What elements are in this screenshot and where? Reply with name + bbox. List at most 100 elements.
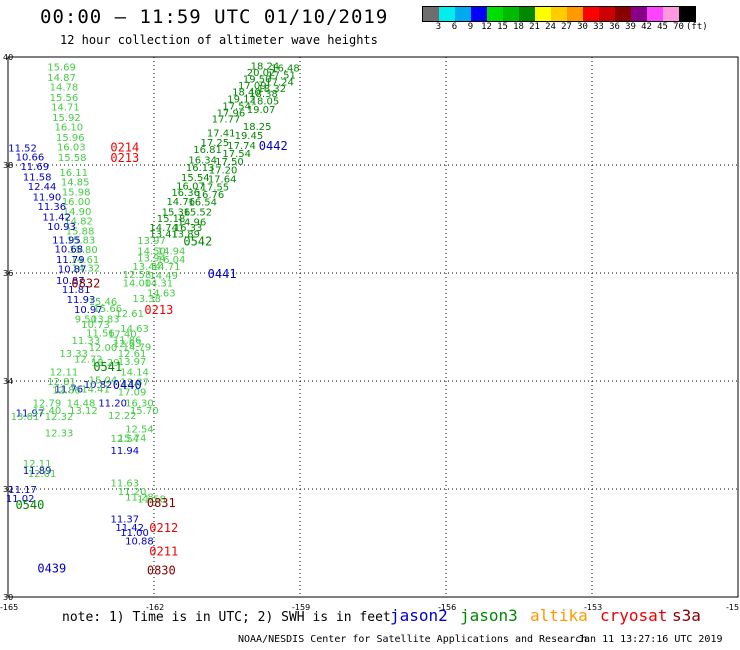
wave-height-label: 16.34 (188, 156, 217, 167)
wave-height-label: 15.46 (89, 297, 118, 308)
wave-height-label: 14.48 (67, 399, 96, 410)
swh-color-scale (422, 6, 696, 22)
generated-timestamp: Jan 11 13:27:16 UTC 2019 (578, 634, 723, 645)
swh-scale-label: 39 (625, 22, 636, 32)
wave-height-label: 10.97 (74, 305, 103, 316)
wave-height-label: 12.54 (110, 434, 139, 445)
wave-height-label: 9.50 (75, 314, 97, 325)
swh-scale-label: 15 (497, 22, 508, 32)
pass-time-label: 0211 (149, 545, 178, 559)
wave-height-label: 10.68 (55, 245, 84, 256)
wave-height-label: 15.96 (56, 133, 85, 144)
swh-swatch (423, 7, 439, 21)
wave-height-label: 14.96 (178, 218, 207, 229)
lat-tick-label: 30 (3, 593, 13, 602)
wave-height-label: 15.54 (181, 173, 210, 184)
lon-tick-label: -15 (726, 603, 739, 612)
wave-height-label: 11.17 (8, 485, 37, 496)
wave-height-label: 16.00 (62, 197, 91, 208)
wave-height-label: 12.54 (125, 425, 154, 436)
wave-height-label: 11.20 (118, 487, 147, 498)
wave-height-label: 11.58 (137, 495, 166, 506)
lat-tick-label: 36 (3, 269, 13, 278)
wave-height-label: 14.94 (157, 246, 186, 257)
lat-tick-label: 32 (3, 485, 13, 494)
pass-time-label: 0540 (15, 498, 44, 512)
wave-height-label: 13.81 (11, 412, 40, 423)
wave-height-label: 11.33 (72, 336, 101, 347)
wave-height-label: 13.38 (132, 294, 161, 305)
wave-height-label: 16.81 (193, 145, 222, 156)
wave-height-label: 12.79 (33, 399, 62, 410)
lat-tick-label: 40 (3, 53, 13, 62)
wave-height-label: 18.24 (251, 62, 280, 73)
wave-height-label: 15.83 (67, 236, 96, 247)
swh-swatch (551, 7, 567, 21)
swh-scale-label: 42 (641, 22, 652, 32)
wave-height-label: 13.94 (137, 253, 166, 264)
wave-height-label: 12.33 (45, 428, 74, 439)
wave-height-label: 16.13 (186, 163, 215, 174)
swh-swatch (503, 7, 519, 21)
wave-height-label: 15.52 (183, 207, 212, 218)
map-title: 00:00 – 11:59 UTC 01/10/2019 (40, 6, 389, 28)
wave-height-label: 12.11 (50, 367, 79, 378)
wave-height-label: 15.88 (66, 226, 95, 237)
wave-height-label: 11.42 (115, 523, 144, 534)
wave-height-label: 16.07 (176, 182, 205, 193)
wave-height-label: 16.30 (125, 399, 154, 410)
wave-height-label: 10.87 (56, 276, 85, 287)
wave-height-label: 17.54 (222, 102, 251, 113)
wave-height-label: 14.78 (50, 83, 79, 94)
lon-tick-label: -165 (0, 603, 18, 612)
wave-height-label: 11.52 (8, 144, 37, 155)
map-frame (7, 56, 739, 598)
wave-height-label: 13.29 (91, 358, 120, 369)
swh-scale-label: 36 (609, 22, 620, 32)
swh-scale-label: 21 (529, 22, 540, 32)
wave-height-label: 16.10 (55, 123, 84, 134)
swh-scale-label: 33 (593, 22, 604, 32)
wave-height-label: 15.36 (162, 207, 191, 218)
swh-scale-label: 18 (513, 22, 524, 32)
swh-swatch (647, 7, 663, 21)
wave-height-label: 10.87 (58, 265, 87, 276)
pass-time-label: 0441 (208, 267, 237, 281)
wave-height-label: 11.89 (23, 466, 52, 477)
wave-height-label: 14.63 (147, 288, 176, 299)
wave-height-label: 12.63 (113, 339, 142, 350)
swh-swatch (583, 7, 599, 21)
wave-height-label: 17.54 (222, 149, 251, 160)
swh-swatch (599, 7, 615, 21)
swh-swatch (535, 7, 551, 21)
wave-height-label: 11.02 (6, 494, 35, 505)
wave-height-label: 17.09 (238, 81, 267, 92)
wave-height-label: 12.58 (123, 270, 152, 281)
wave-height-label: 12.44 (28, 182, 57, 193)
wave-height-label: 11.81 (62, 285, 91, 296)
wave-height-label: 11.56 (86, 328, 115, 339)
wave-height-label: 11.36 (37, 202, 66, 213)
pass-time-label: 0213 (110, 151, 139, 165)
wave-height-label: 18.32 (257, 84, 286, 95)
wave-height-label: 11.86 (113, 335, 142, 346)
wave-height-label: 16.11 (59, 168, 88, 179)
wave-height-label: 15.18 (157, 214, 186, 225)
pass-time-label: 0440 (113, 378, 142, 392)
wave-height-label: 16.54 (188, 198, 217, 209)
wave-height-label: 14.85 (61, 178, 90, 189)
pass-time-label: 0214 (110, 141, 139, 155)
swh-scale-label: 12 (481, 22, 492, 32)
wave-height-label: 17.25 (201, 138, 230, 149)
wave-height-label: 20.02 (247, 68, 276, 79)
wave-height-label: 15.70 (130, 406, 159, 417)
wave-height-label: 11.42 (42, 212, 71, 223)
wave-height-label: 12.22 (108, 411, 137, 422)
wave-height-label: 17.64 (208, 175, 237, 186)
wave-height-label: 14.90 (63, 207, 92, 218)
wave-height-label: 16.76 (196, 190, 225, 201)
swh-scale-label: 3 (435, 22, 442, 32)
wave-height-label: 12.61 (115, 309, 144, 320)
swh-swatch (455, 7, 471, 21)
